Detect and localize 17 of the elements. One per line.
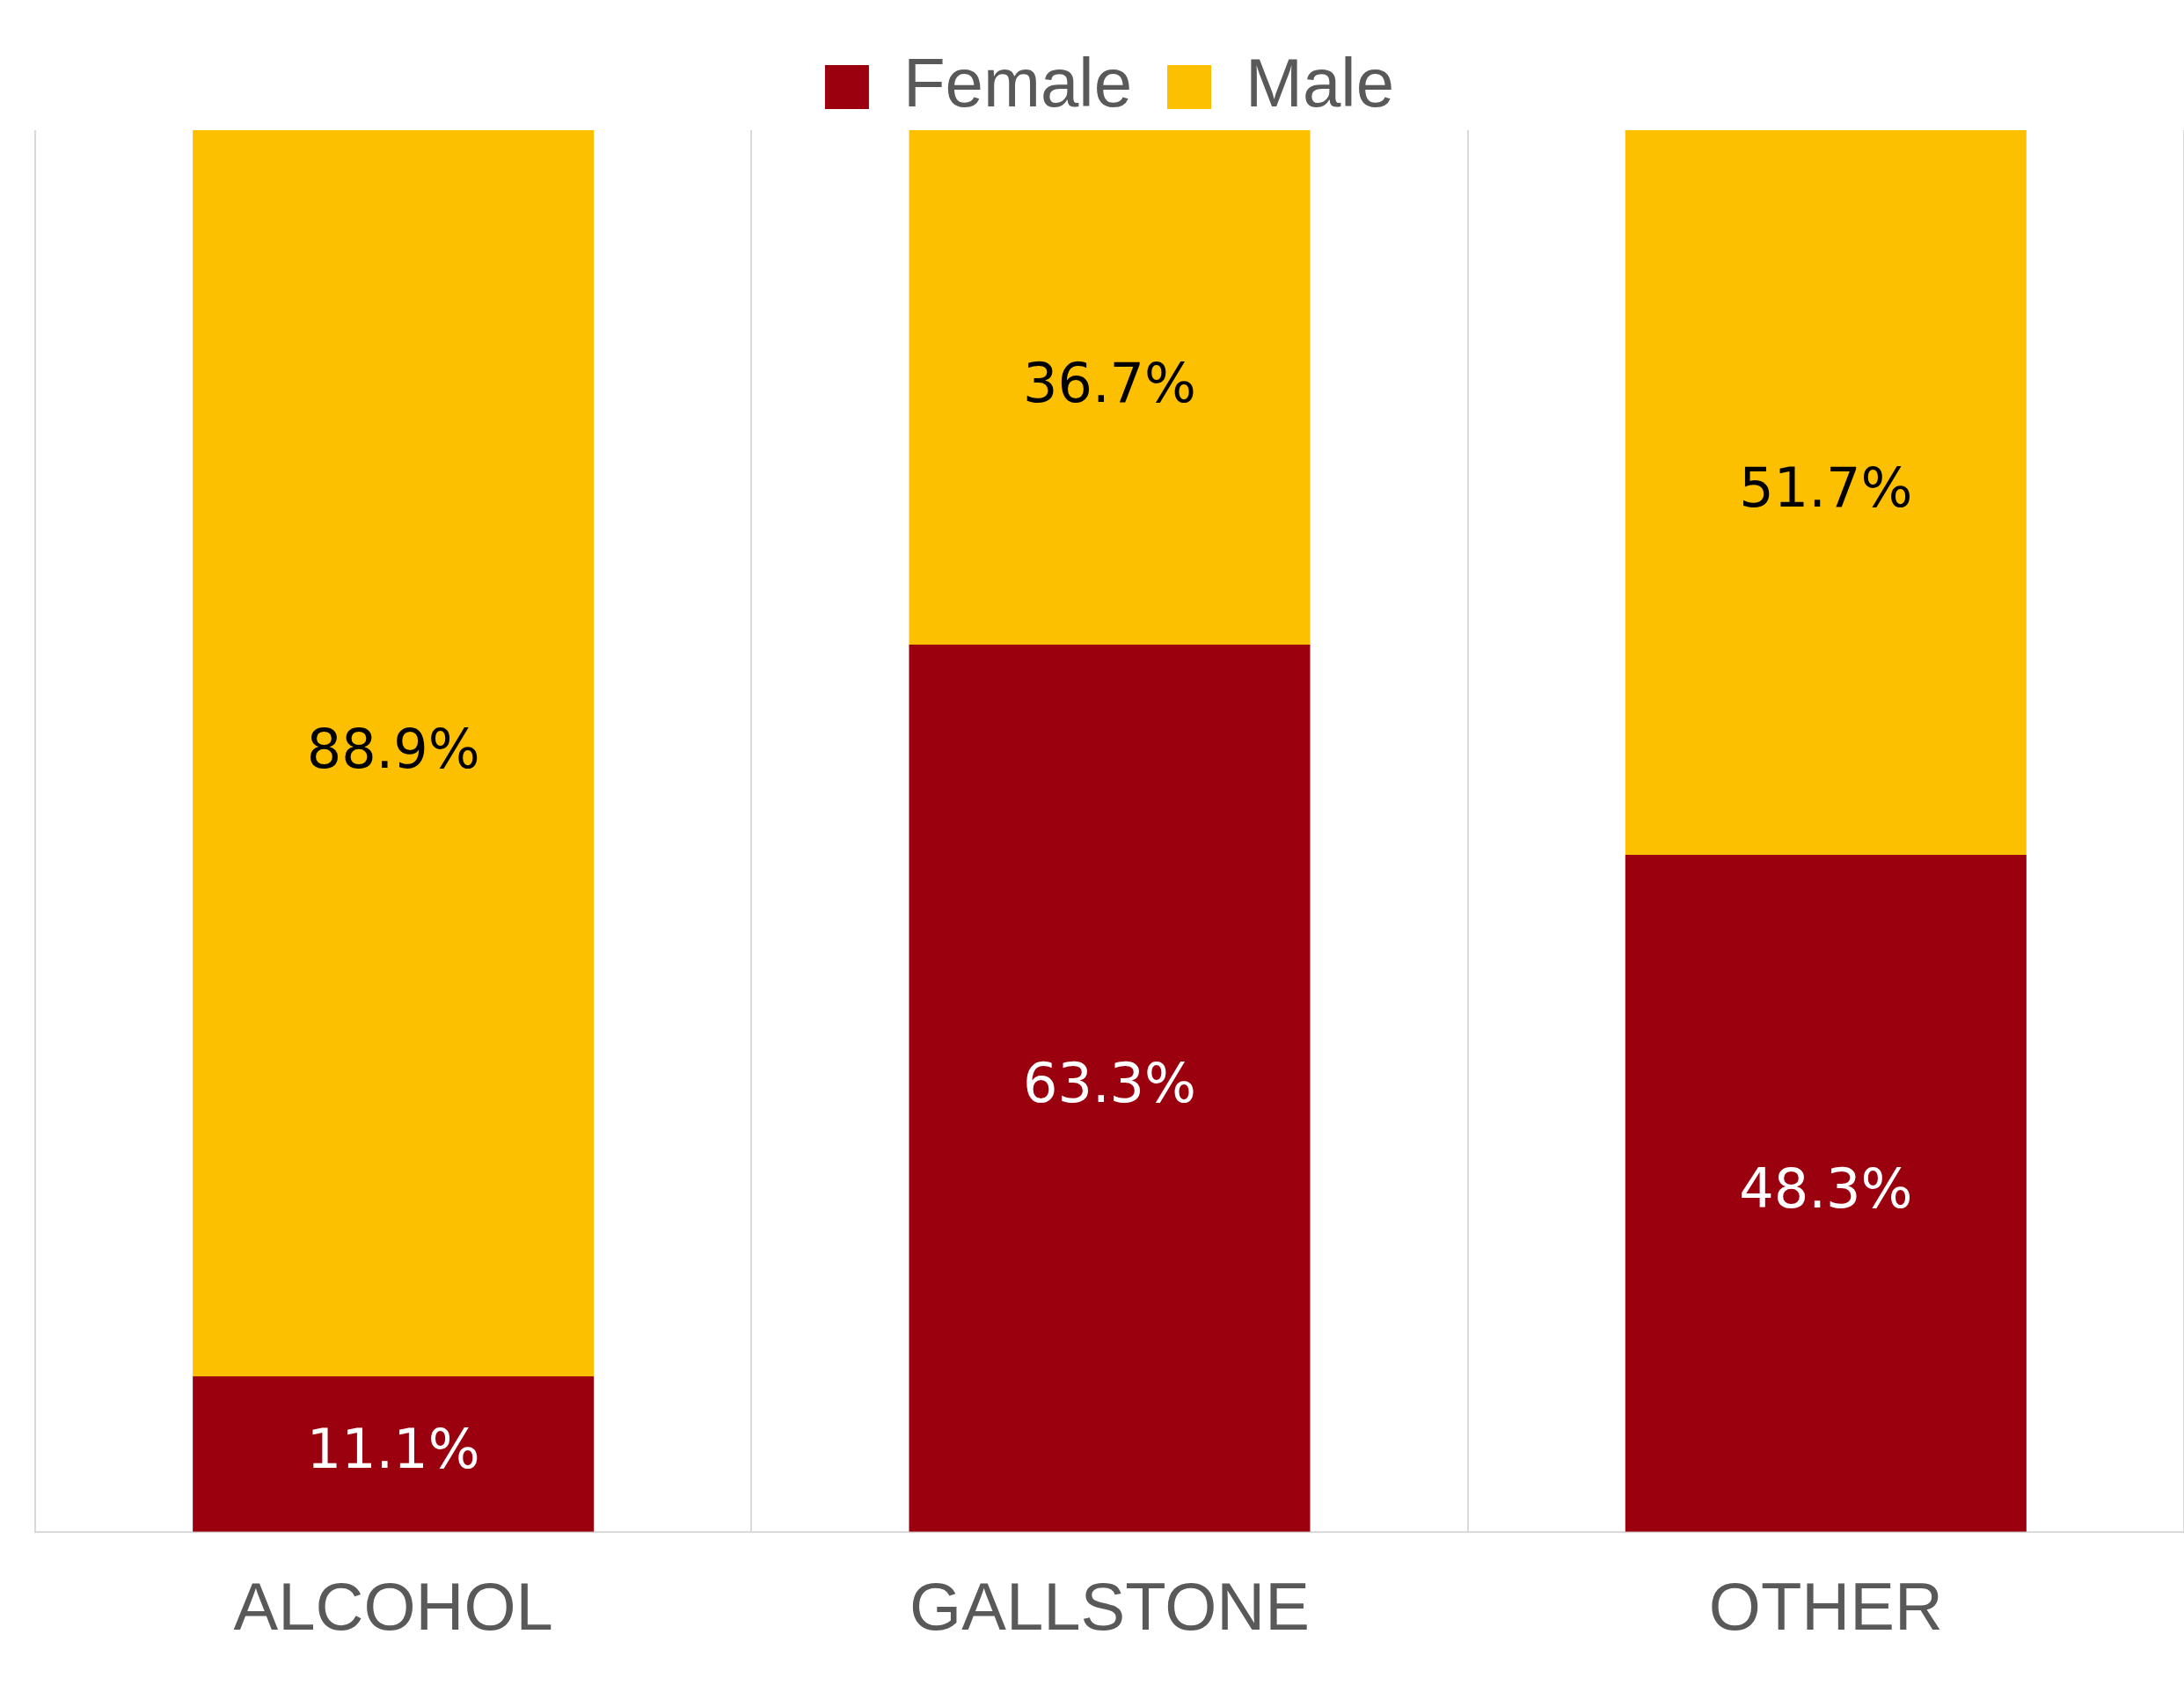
legend-label: Male — [1245, 43, 1395, 121]
x-tick-label: ALCOHOL — [233, 1569, 553, 1645]
bar — [909, 130, 1311, 645]
x-tick-label: GALLSTONE — [909, 1569, 1310, 1645]
bar — [1625, 130, 2027, 855]
x-tick-label: OTHER — [1708, 1569, 1943, 1645]
data-label: 48.3% — [1739, 1156, 1913, 1222]
bar — [193, 1375, 595, 1532]
bar — [1625, 855, 2027, 1532]
data-label: 36.7% — [1023, 350, 1196, 415]
legend-label: Female — [902, 43, 1133, 121]
data-label: 51.7% — [1739, 456, 1913, 521]
data-label: 88.9% — [306, 716, 480, 781]
bar — [193, 130, 595, 1376]
bar — [909, 644, 1311, 1532]
data-label: 63.3% — [1023, 1051, 1196, 1116]
data-label: 11.1% — [306, 1417, 480, 1482]
